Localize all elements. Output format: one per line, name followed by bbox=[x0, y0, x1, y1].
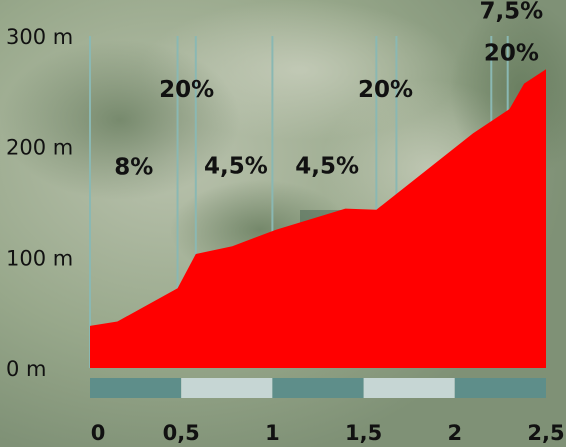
y-tick-label: 100 m bbox=[6, 246, 73, 270]
x-tick-label: 2,5 bbox=[527, 421, 564, 445]
x-tick-label: 1 bbox=[265, 421, 280, 445]
x-tick-label: 2 bbox=[447, 421, 462, 445]
x-tick-label: 0,5 bbox=[163, 421, 200, 445]
scale-bar-segment bbox=[181, 378, 273, 398]
gradient-label: 20% bbox=[484, 41, 539, 67]
gradient-label: 20% bbox=[358, 77, 413, 103]
x-axis-tick-labels: 0 0,5 1 1,5 2 2,5 bbox=[91, 421, 565, 445]
y-tick-label: 0 m bbox=[6, 357, 47, 381]
elevation-area bbox=[90, 69, 546, 368]
gradient-labels: 8% 20% 4,5% 4,5% 20% 20% 7,5% bbox=[114, 0, 543, 181]
gradient-label: 4,5% bbox=[204, 153, 268, 179]
gradient-label: 7,5% bbox=[479, 0, 543, 25]
scale-bar-segment bbox=[363, 378, 455, 398]
y-axis-tick-labels: 0 m 100 m 200 m 300 m bbox=[6, 25, 73, 381]
scale-bar-segment bbox=[272, 378, 364, 398]
y-tick-label: 300 m bbox=[6, 25, 73, 49]
distance-scale-bar bbox=[90, 378, 546, 398]
gradient-label: 4,5% bbox=[295, 153, 359, 179]
scale-bar-segment bbox=[454, 378, 546, 398]
gradient-label: 8% bbox=[114, 155, 153, 181]
elevation-area-fill bbox=[90, 69, 546, 368]
x-tick-label: 1,5 bbox=[345, 421, 382, 445]
gradient-label: 20% bbox=[159, 77, 214, 103]
y-tick-label: 200 m bbox=[6, 136, 73, 160]
scale-bar-segment bbox=[90, 378, 182, 398]
x-tick-label: 0 bbox=[91, 421, 106, 445]
